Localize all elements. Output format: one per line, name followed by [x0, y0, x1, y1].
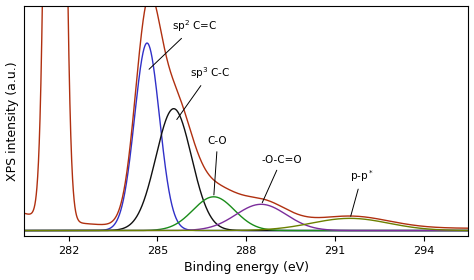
Text: -O-C=O: -O-C=O	[261, 155, 302, 203]
Text: C-O: C-O	[208, 136, 228, 195]
X-axis label: Binding energy (eV): Binding energy (eV)	[184, 262, 309, 274]
Text: sp$^3$ C-C: sp$^3$ C-C	[177, 65, 230, 120]
Y-axis label: XPS intensity (a.u.): XPS intensity (a.u.)	[6, 61, 18, 181]
Text: sp$^2$ C=C: sp$^2$ C=C	[149, 18, 217, 69]
Text: p-p$^*$: p-p$^*$	[350, 168, 374, 216]
